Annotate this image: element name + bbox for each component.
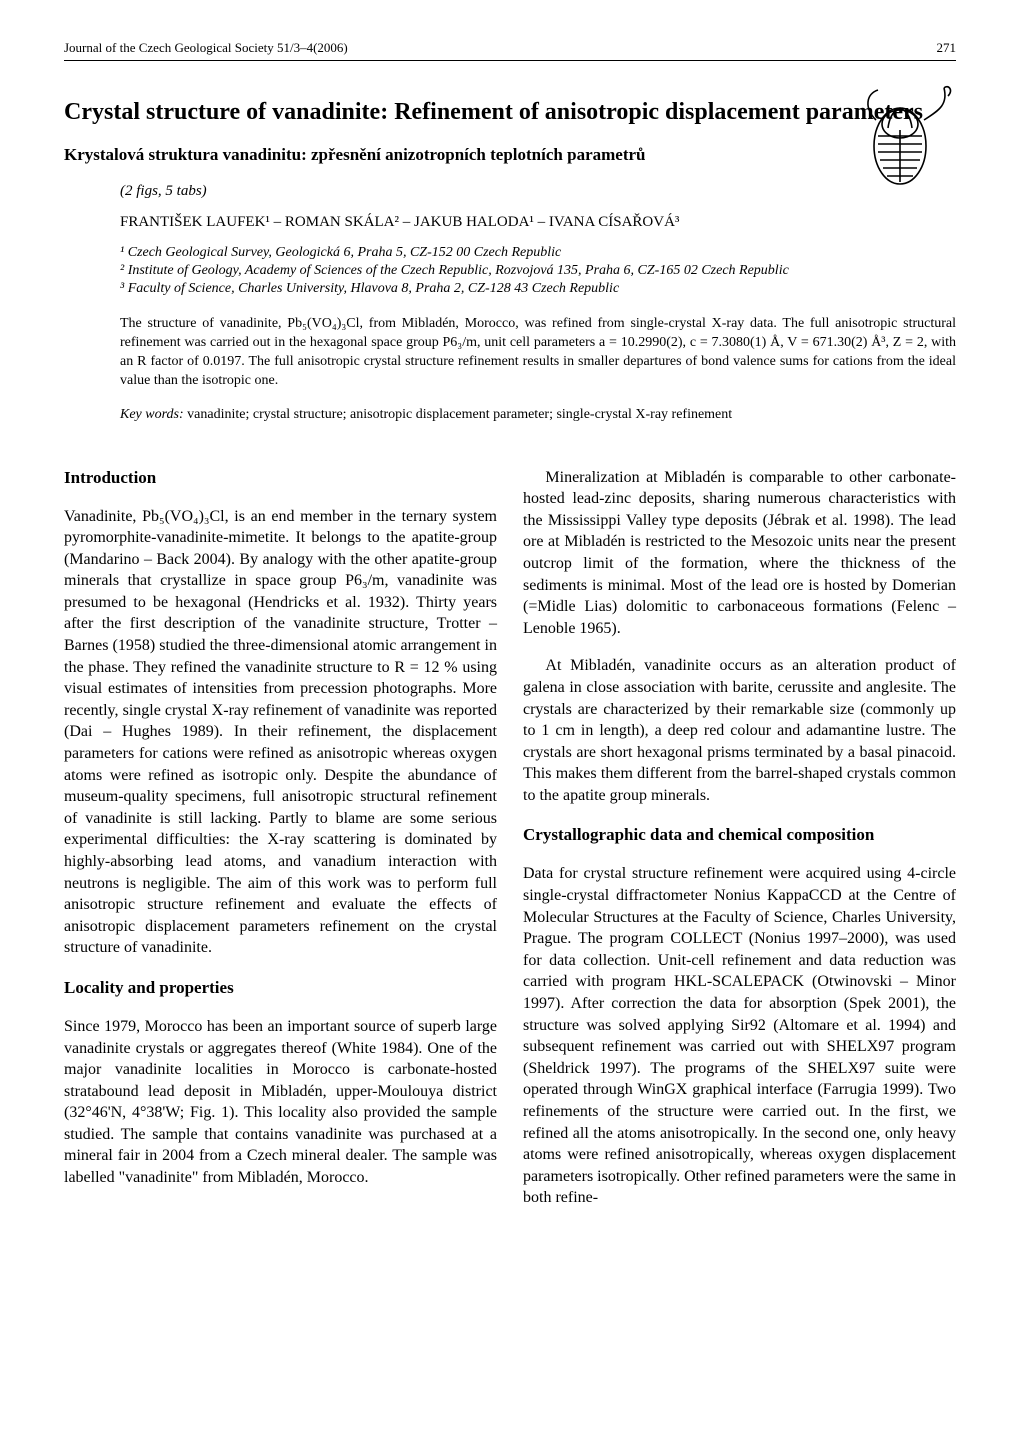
affiliation: ² Institute of Geology, Academy of Scien… — [120, 263, 956, 279]
page-number: 271 — [937, 40, 957, 56]
section-heading-introduction: Introduction — [64, 467, 497, 490]
running-head: Journal of the Czech Geological Society … — [64, 40, 956, 61]
left-column: Introduction Vanadinite, Pb₅(VO₄)₃Cl, is… — [64, 467, 497, 1225]
section-heading-locality: Locality and properties — [64, 977, 497, 1000]
trilobite-icon — [856, 80, 956, 190]
abstract: The structure of vanadinite, Pb₅(VO₄)₃Cl… — [120, 315, 956, 391]
section-heading-crystallographic: Crystallographic data and chemical compo… — [523, 824, 956, 847]
right-column: Mineralization at Mibladén is comparable… — [523, 467, 956, 1225]
article-title: Crystal structure of vanadinite: Refinem… — [64, 97, 956, 127]
body-columns: Introduction Vanadinite, Pb₅(VO₄)₃Cl, is… — [64, 467, 956, 1225]
keywords: Key words: vanadinite; crystal structure… — [120, 407, 956, 423]
affiliation: ¹ Czech Geological Survey, Geologická 6,… — [120, 245, 956, 261]
journal-title: Journal of the Czech Geological Society … — [64, 40, 348, 56]
figs-count: (2 figs, 5 tabs) — [120, 183, 956, 200]
paragraph: Since 1979, Morocco has been an importan… — [64, 1016, 497, 1189]
paragraph: Data for crystal structure refinement we… — [523, 863, 956, 1209]
journal-logo — [856, 80, 956, 190]
keywords-label: Key words: — [120, 407, 184, 422]
page: Journal of the Czech Geological Society … — [0, 0, 1020, 1289]
keywords-text: vanadinite; crystal structure; anisotrop… — [184, 407, 733, 422]
paragraph: Vanadinite, Pb₅(VO₄)₃Cl, is an end membe… — [64, 506, 497, 959]
author-list: FRANTIŠEK LAUFEK¹ – ROMAN SKÁLA² – JAKUB… — [120, 214, 956, 231]
affiliation: ³ Faculty of Science, Charles University… — [120, 281, 956, 297]
article-subtitle: Krystalová struktura vanadinitu: zpřesně… — [64, 145, 956, 165]
paragraph: At Mibladén, vanadinite occurs as an alt… — [523, 655, 956, 806]
paragraph: Mineralization at Mibladén is comparable… — [523, 467, 956, 640]
